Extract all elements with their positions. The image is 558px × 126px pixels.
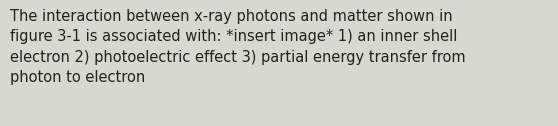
Text: The interaction between x-ray photons and matter shown in
figure 3-1 is associat: The interaction between x-ray photons an… bbox=[10, 9, 466, 85]
